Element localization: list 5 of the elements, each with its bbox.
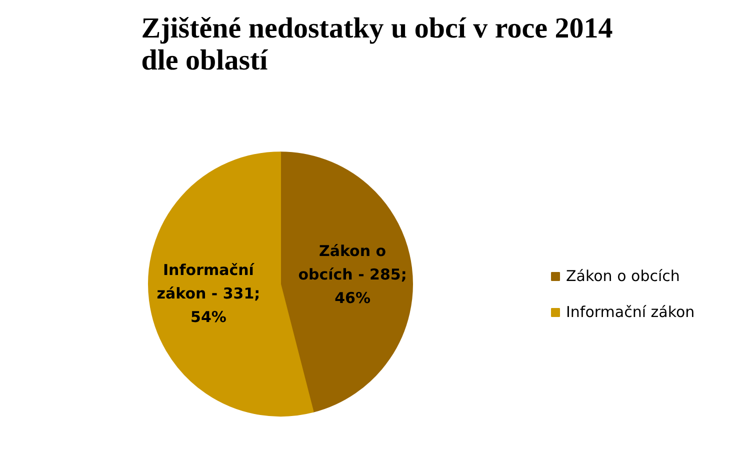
data-label: Zákon o obcích - 285; 46%: [298, 242, 407, 308]
legend-label: Zákon o obcích: [566, 267, 680, 285]
legend-label: Informační zákon: [566, 303, 695, 321]
data-label: Informační zákon - 331; 54%: [156, 261, 260, 326]
chart-title: Zjištěné nedostatky u obcí v roce 2014 dle oblastí: [141, 12, 613, 76]
